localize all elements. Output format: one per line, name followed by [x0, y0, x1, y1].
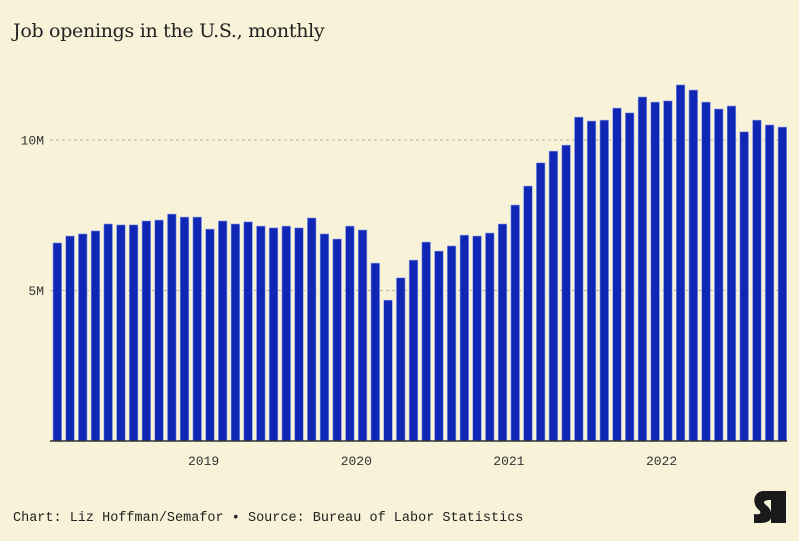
y-tick-label: 5M	[28, 284, 44, 299]
bar-2020-12	[497, 223, 508, 442]
bar-2021-07	[586, 120, 597, 442]
bar-2021-01	[510, 204, 520, 442]
bar-2018-07	[129, 224, 139, 442]
semafor-logo-icon	[754, 491, 786, 523]
bar-2019-04	[243, 221, 253, 442]
bar-2018-08	[141, 220, 151, 442]
bar-2020-07	[434, 250, 444, 442]
bar-2021-08	[599, 119, 609, 442]
bar-2021-05	[561, 144, 571, 442]
bar-2020-06	[421, 241, 431, 442]
bar-2020-11	[485, 232, 495, 442]
bar-2020-09	[459, 234, 469, 442]
bar-2019-01	[205, 228, 215, 442]
bar-2022-02	[675, 84, 686, 442]
footer-separator: •	[231, 511, 240, 526]
bar-2020-02	[370, 262, 380, 442]
bar-2018-10	[167, 213, 177, 442]
bar-2018-01	[52, 242, 62, 442]
bar-2018-11	[179, 216, 190, 442]
bar-2019-12	[345, 225, 355, 442]
bar-2019-05	[256, 225, 266, 442]
x-tick-label: 2019	[188, 454, 219, 469]
bar-2022-10	[777, 126, 787, 442]
bar-2022-09	[765, 124, 775, 442]
bar-2020-04	[396, 277, 406, 442]
bar-2021-11	[637, 96, 648, 442]
x-tick-label: 2020	[341, 454, 372, 469]
bar-2022-07	[739, 131, 749, 442]
y-axis-ticks: 5M 10M	[21, 134, 44, 300]
bar-2020-03	[383, 299, 393, 442]
bar-2018-12	[192, 216, 202, 442]
bar-2020-10	[472, 235, 482, 442]
bar-2021-02	[523, 185, 533, 442]
bar-2019-06	[268, 227, 279, 442]
bar-2020-05	[408, 259, 419, 442]
chart-source: Source: Bureau of Labor Statistics	[247, 511, 524, 526]
bar-2022-08	[752, 119, 762, 442]
y-tick-label: 10M	[21, 134, 44, 149]
bar-2018-02	[65, 235, 75, 442]
bar-2019-10	[319, 233, 330, 442]
bar-2022-06	[726, 105, 737, 442]
x-tick-label: 2022	[646, 454, 677, 469]
chart-credit: Chart: Liz Hoffman/Semafor	[13, 511, 224, 526]
bar-2019-02	[218, 220, 228, 442]
bar-2018-05	[103, 223, 113, 442]
bars	[52, 84, 787, 442]
bar-2019-07	[281, 225, 291, 442]
bar-2022-03	[688, 89, 698, 442]
bar-2022-01	[663, 100, 673, 442]
bar-2021-04	[548, 150, 558, 442]
bar-2021-03	[536, 162, 546, 442]
bar-2021-10	[625, 112, 635, 442]
x-tick-label: 2021	[493, 454, 524, 469]
bar-2019-11	[332, 238, 342, 442]
bar-2018-03	[78, 233, 88, 442]
bar-2019-08	[294, 227, 304, 442]
bar-2021-09	[612, 107, 622, 442]
bar-2021-06	[574, 116, 584, 442]
chart-title: Job openings in the U.S., monthly	[13, 20, 325, 42]
bar-2022-04	[701, 101, 711, 442]
bar-2021-12	[650, 101, 660, 442]
bar-2018-09	[154, 219, 164, 442]
bar-2019-03	[230, 223, 240, 442]
chart-footer: Chart: Liz Hoffman/Semafor • Source: Bur…	[13, 511, 523, 526]
bar-2018-04	[90, 230, 101, 442]
bar-2020-08	[447, 245, 457, 442]
bar-2018-06	[116, 224, 126, 442]
x-axis-ticks: 2019 2020 2021 2022	[188, 454, 677, 469]
bar-2022-05	[714, 108, 724, 442]
bar-2019-09	[307, 217, 317, 442]
bar-2020-01	[357, 229, 368, 442]
